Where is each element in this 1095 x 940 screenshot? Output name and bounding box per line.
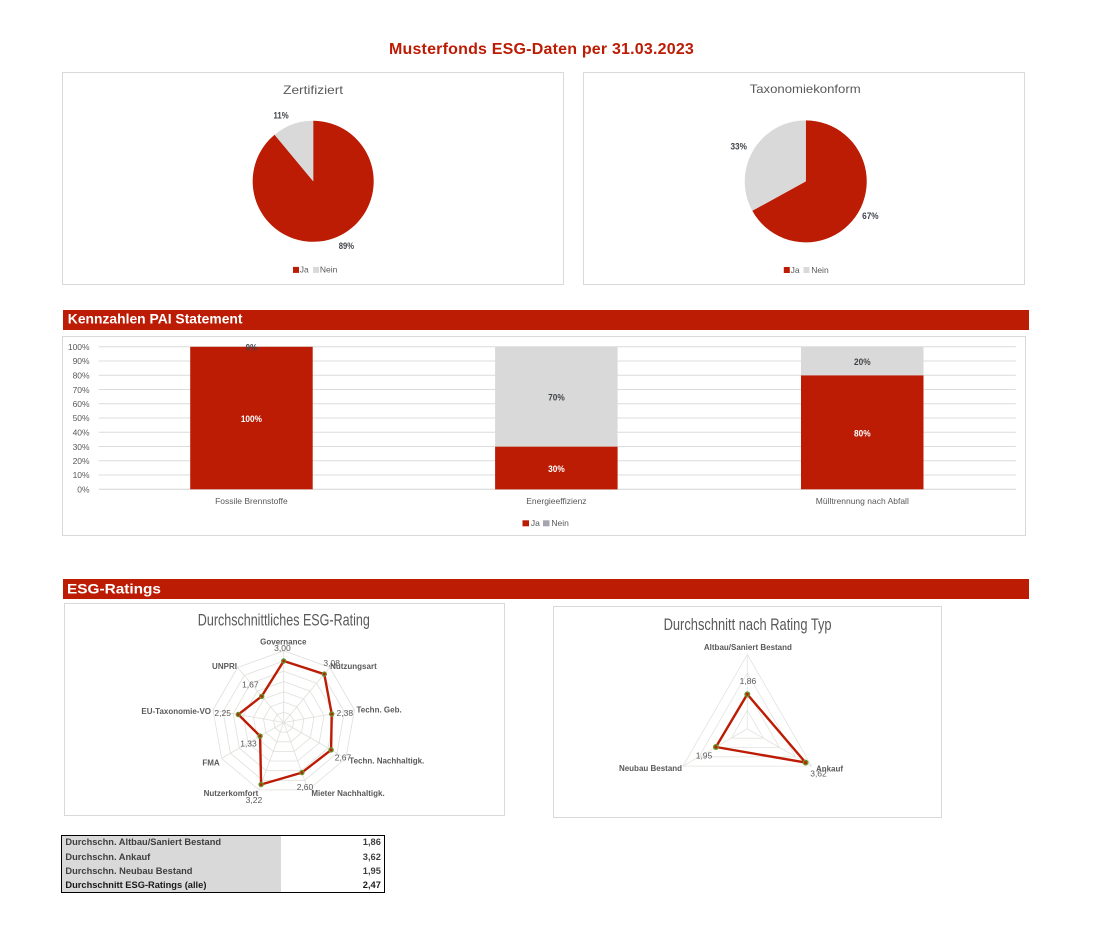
svg-text:Mieter Nachhaltigk.: Mieter Nachhaltigk. xyxy=(311,789,384,798)
svg-text:11%: 11% xyxy=(274,111,289,121)
svg-text:50%: 50% xyxy=(73,413,90,423)
svg-text:Nein: Nein xyxy=(551,518,569,528)
svg-text:ESG-Ratings: ESG-Ratings xyxy=(67,581,161,597)
svg-text:Nein: Nein xyxy=(811,265,829,275)
svg-text:Durchschnittliches ESG-Rating: Durchschnittliches ESG-Rating xyxy=(198,612,370,630)
svg-text:Ja: Ja xyxy=(531,518,540,528)
svg-text:1,33: 1,33 xyxy=(240,738,257,748)
svg-text:3,22: 3,22 xyxy=(246,795,263,805)
svg-text:Kennzahlen PAI Statement: Kennzahlen PAI Statement xyxy=(68,310,243,326)
svg-text:Ankauf: Ankauf xyxy=(816,765,843,774)
svg-text:0%: 0% xyxy=(77,485,90,495)
svg-text:0%: 0% xyxy=(246,343,258,354)
svg-text:89%: 89% xyxy=(339,241,354,251)
svg-text:Energieeffizienz: Energieeffizienz xyxy=(526,496,586,506)
svg-text:Fossile Brennstoffe: Fossile Brennstoffe xyxy=(215,496,288,506)
svg-text:2,38: 2,38 xyxy=(337,708,354,718)
svg-text:Ja: Ja xyxy=(791,265,800,275)
svg-text:90%: 90% xyxy=(73,356,90,366)
svg-text:20%: 20% xyxy=(73,456,90,466)
svg-text:30%: 30% xyxy=(548,464,565,475)
svg-text:1,95: 1,95 xyxy=(696,750,713,760)
svg-text:Nutzungsart: Nutzungsart xyxy=(330,662,377,671)
svg-text:2,25: 2,25 xyxy=(214,708,231,718)
svg-text:10%: 10% xyxy=(73,470,90,480)
svg-text:2,67: 2,67 xyxy=(335,752,352,762)
svg-text:Mülltrennung nach Abfall: Mülltrennung nach Abfall xyxy=(816,496,909,506)
svg-text:Nein: Nein xyxy=(320,265,338,275)
svg-text:80%: 80% xyxy=(73,371,90,381)
svg-text:1,86: 1,86 xyxy=(740,676,757,686)
svg-text:2,60: 2,60 xyxy=(297,782,314,792)
svg-text:FMA: FMA xyxy=(202,758,220,767)
svg-text:Taxonomiekonform: Taxonomiekonform xyxy=(750,82,861,96)
svg-text:UNPRI: UNPRI xyxy=(212,662,237,671)
svg-text:60%: 60% xyxy=(73,399,90,409)
svg-text:EU-Taxonomie-VO: EU-Taxonomie-VO xyxy=(141,707,211,716)
svg-text:20%: 20% xyxy=(854,357,871,368)
svg-text:33%: 33% xyxy=(730,142,747,152)
svg-text:Techn. Nachhaltigk.: Techn. Nachhaltigk. xyxy=(349,757,424,766)
svg-text:80%: 80% xyxy=(854,428,871,439)
svg-text:70%: 70% xyxy=(548,393,565,404)
svg-text:3,08: 3,08 xyxy=(323,658,340,668)
svg-text:Techn. Geb.: Techn. Geb. xyxy=(356,705,401,714)
svg-text:Ja: Ja xyxy=(300,265,309,275)
svg-text:Governance: Governance xyxy=(260,638,307,647)
svg-text:Durchschnitt nach Rating Typ: Durchschnitt nach Rating Typ xyxy=(664,616,832,634)
svg-text:30%: 30% xyxy=(73,442,90,452)
svg-text:3,00: 3,00 xyxy=(274,643,291,653)
svg-text:Altbau/Saniert Bestand: Altbau/Saniert Bestand xyxy=(704,643,792,652)
svg-text:100%: 100% xyxy=(68,342,90,352)
svg-text:Zertifiziert: Zertifiziert xyxy=(283,83,344,97)
svg-text:70%: 70% xyxy=(73,385,90,395)
svg-text:3,62: 3,62 xyxy=(810,769,827,779)
svg-text:1,67: 1,67 xyxy=(242,680,259,690)
svg-text:100%: 100% xyxy=(241,414,263,425)
svg-text:40%: 40% xyxy=(73,428,90,438)
svg-text:Neubau Bestand: Neubau Bestand xyxy=(619,764,682,773)
svg-text:Nutzerkomfort: Nutzerkomfort xyxy=(204,789,259,798)
svg-text:67%: 67% xyxy=(862,211,879,221)
